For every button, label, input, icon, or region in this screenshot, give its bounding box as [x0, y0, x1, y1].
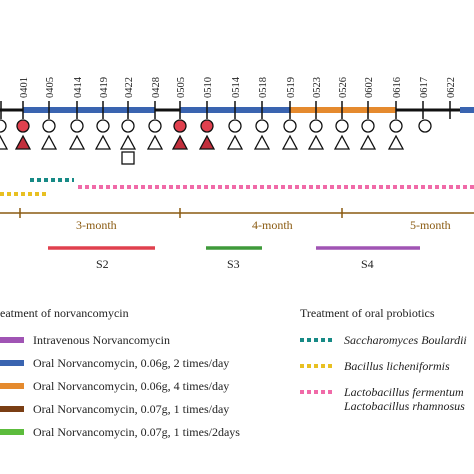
circle-marker-0602: [361, 119, 375, 133]
month-label-3: 3-month: [76, 218, 117, 232]
legend-item-lactobacillus-rhamnosus: Lactobacillus rhamnosus: [343, 399, 465, 413]
circle-marker-0523: [309, 119, 323, 133]
date-label-0510: 0510: [203, 77, 214, 98]
circle-marker-0405: [42, 119, 56, 133]
legend-left-title: eatment of norvancomycin: [0, 306, 129, 320]
triangle-marker-0405: [40, 134, 58, 150]
segment-s2-label: S2: [96, 257, 109, 271]
circle-marker-0414: [70, 119, 84, 133]
legend-right-title: Treatment of oral probiotics: [300, 306, 435, 320]
triangle-marker-0422: [119, 134, 137, 150]
date-label-0519: 0519: [286, 77, 297, 98]
segment-s4-label: S4: [361, 257, 374, 271]
circle-marker-0514: [228, 119, 242, 133]
triangle-marker-0510: [198, 134, 216, 150]
circle-marker-0519: [283, 119, 297, 133]
legend-item-saccharomyces: Saccharomyces Boulardii: [344, 333, 467, 347]
legend-item-oral-half: Oral Norvancomycin, 0.07g, 1 times/2days: [33, 425, 240, 439]
triangle-marker-0514: [226, 134, 244, 150]
legend-item-oral-2: Oral Norvancomycin, 0.06g, 2 times/day: [33, 356, 229, 370]
legend-item-bacillus: Bacillus licheniformis: [344, 359, 450, 373]
triangle-marker-0414: [68, 134, 86, 150]
circle-marker-0401: [16, 119, 30, 133]
circle-marker-start: [0, 119, 7, 133]
date-label-0414: 0414: [73, 76, 84, 98]
circle-marker-0510: [200, 119, 214, 133]
date-label-0518: 0518: [258, 77, 269, 98]
circle-marker-0518: [255, 119, 269, 133]
date-label-0622: 0622: [446, 77, 457, 98]
legend-item-lactobacillus-fermentum: Lactobacillus fermentum: [343, 385, 464, 399]
triangle-marker-0523: [307, 134, 325, 150]
date-label-0523: 0523: [312, 77, 323, 98]
date-label-0602: 0602: [364, 77, 375, 98]
legend-item-oral-4: Oral Norvancomycin, 0.06g, 4 times/day: [33, 379, 229, 393]
square-marker-0422: [121, 151, 135, 165]
legend-item-oral-1: Oral Norvancomycin, 0.07g, 1 times/day: [33, 402, 229, 416]
circle-marker-0422: [121, 119, 135, 133]
triangle-marker-0518: [253, 134, 271, 150]
date-label-0419: 0419: [99, 77, 110, 98]
date-label-0428: 0428: [151, 77, 162, 98]
triangle-marker-0428: [146, 134, 164, 150]
triangle-marker-start: [0, 134, 9, 150]
circle-marker-0419: [96, 119, 110, 133]
triangle-marker-0526: [333, 134, 351, 150]
date-label-0617: 0617: [419, 77, 430, 98]
triangle-marker-0602: [359, 134, 377, 150]
date-label-0422: 0422: [124, 77, 135, 98]
circle-marker-0428: [148, 119, 162, 133]
date-label-0505: 0505: [176, 77, 187, 98]
circle-marker-0505: [173, 119, 187, 133]
triangle-marker-0616: [387, 134, 405, 150]
circle-marker-0617: [418, 119, 432, 133]
date-label-0401: 0401: [19, 77, 30, 98]
timeline-ticks: [0, 101, 451, 119]
circle-marker-0616: [389, 119, 403, 133]
triangle-marker-0519: [281, 134, 299, 150]
month-label-5: 5-month: [410, 218, 451, 232]
triangle-marker-0419: [94, 134, 112, 150]
legend-item-iv: Intravenous Norvancomycin: [33, 333, 170, 347]
date-label-0616: 0616: [392, 77, 403, 98]
test-markers: [0, 119, 432, 165]
triangle-marker-0505: [171, 134, 189, 150]
circle-marker-0526: [335, 119, 349, 133]
month-label-4: 4-month: [252, 218, 293, 232]
date-label-0514: 0514: [231, 76, 242, 98]
date-labels: 0401 0405 0414 0419 0422 0428 0505 0510 0514 0518…: [19, 76, 457, 98]
date-label-0526: 0526: [338, 77, 349, 98]
triangle-marker-0401: [14, 134, 32, 150]
date-label-0405: 0405: [45, 77, 56, 98]
segment-s3-label: S3: [227, 257, 240, 271]
